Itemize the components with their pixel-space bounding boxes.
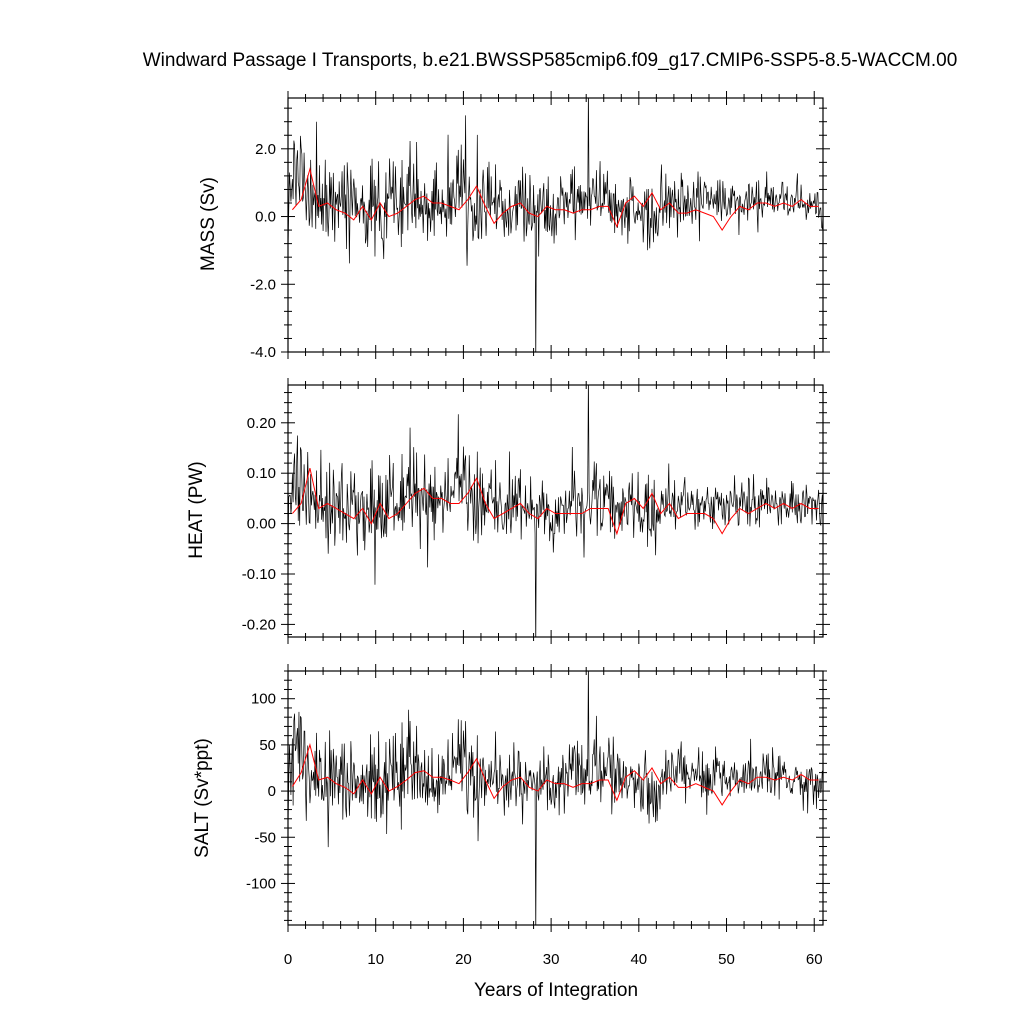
panel-salt-annual-line <box>291 743 819 806</box>
panel-heat-ytick-label: -0.10 <box>242 566 276 583</box>
panel-heat-ytick-label: -0.20 <box>242 616 276 633</box>
panel-salt-ticks: -100 -50 0 50 100 <box>246 664 830 932</box>
panel-mass-annual-line <box>292 167 819 232</box>
panel-salt-ylabel: SALT (Sv*ppt) <box>192 738 213 858</box>
panel-mass-frame <box>287 97 824 353</box>
panel-heat-monthly-series <box>288 385 823 637</box>
panel-salt-ytick-label: -100 <box>246 875 276 892</box>
panel-heat-border <box>287 384 824 638</box>
panel-heat-monthly-line <box>288 385 823 637</box>
panel-mass-ytick-label: -2.0 <box>250 276 276 293</box>
panel-salt-ytick-label: 100 <box>251 691 276 708</box>
panel-salt-ytick-label: -50 <box>254 829 276 846</box>
panel-salt-ytick-label: 0 <box>268 783 276 800</box>
panel-salt-monthly-line <box>288 671 823 925</box>
panel-mass-ytick-label: -4.0 <box>250 344 276 361</box>
x-tick-label: 30 <box>543 951 560 968</box>
panel-heat-ylabel: HEAT (PW) <box>186 461 207 558</box>
x-tick-label: 0 <box>284 951 292 968</box>
panel-heat-ytick-label: 0.00 <box>247 516 276 533</box>
panel-salt-border <box>287 670 824 926</box>
panel-heat-ytick-label: 0.20 <box>247 415 276 432</box>
panel-heat-annual-series <box>292 468 819 536</box>
panel-salt: -100 -50 0 50 100 SALT (Sv*ppt) <box>192 664 830 932</box>
x-tick-label: 40 <box>630 951 647 968</box>
chart-title: Windward Passage I Transports, b.e21.BWS… <box>143 50 958 71</box>
panel-mass-annual-series <box>292 167 819 232</box>
panel-mass-border <box>287 97 824 353</box>
panel-salt-frame <box>287 670 824 926</box>
panel-mass-monthly-series <box>288 98 823 352</box>
panel-heat-ytick-label: 0.10 <box>247 465 276 482</box>
x-tick-label: 10 <box>367 951 384 968</box>
panel-mass-ytick-label: 2.0 <box>255 141 276 158</box>
x-tick-label: 50 <box>718 951 735 968</box>
panel-salt-monthly-series <box>288 671 823 925</box>
x-tick-label: 20 <box>455 951 472 968</box>
panel-mass-monthly-line <box>288 98 823 352</box>
panel-mass-ticks: -4.0 -2.0 0.0 2.0 <box>250 91 830 361</box>
panel-mass: -4.0 -2.0 0.0 2.0 MASS (Sv) <box>198 91 830 361</box>
x-axis-label: Years of Integration <box>474 980 638 1001</box>
x-tick-labels: 0 10 20 30 40 50 60 <box>284 951 823 968</box>
x-tick-label: 60 <box>806 951 823 968</box>
panel-mass-ylabel: MASS (Sv) <box>198 177 219 271</box>
panel-heat-annual-line <box>292 468 819 536</box>
panel-salt-ytick-label: 50 <box>259 737 276 754</box>
panel-mass-ytick-label: 0.0 <box>255 209 276 226</box>
panel-heat: -0.20 -0.10 0.00 0.10 0.20 HEAT (PW) <box>186 378 830 644</box>
panel-salt-annual-series <box>291 743 819 806</box>
panel-heat-frame <box>287 384 824 638</box>
